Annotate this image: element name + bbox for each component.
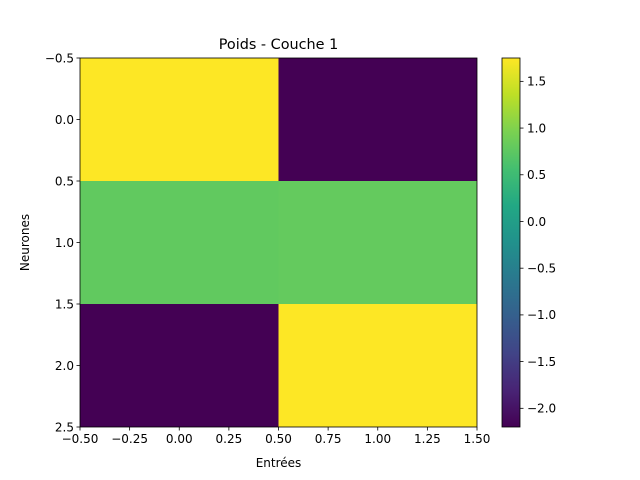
x-tick-label: 1.25	[414, 432, 441, 446]
heatmap-cell-r0-c0	[80, 58, 279, 181]
y-axis-ticks: −0.5 0.0 0.5 1.0 1.5 2.0 2.5	[45, 51, 80, 434]
heatmap-cells	[80, 58, 477, 427]
colorbar-tick-label: 1.5	[527, 75, 546, 89]
heatmap-cell-r1-c1	[278, 181, 477, 304]
x-tick-label: 0.00	[166, 432, 193, 446]
heatmap-cell-r0-c1	[278, 58, 477, 181]
y-tick-label: −0.5	[45, 51, 74, 65]
x-axis-ticks: −0.50 −0.25 0.00 0.25 0.50 0.75 1.00 1.25 1.50	[62, 427, 491, 446]
y-tick-label: 2.0	[55, 359, 74, 373]
colorbar-tick-label: −2.0	[527, 402, 556, 416]
colorbar-tick-label: 0.5	[527, 168, 546, 182]
y-tick-label: 0.5	[55, 174, 74, 188]
heatmap-cell-r1-c0	[80, 181, 279, 304]
x-tick-label: 0.25	[216, 432, 243, 446]
heatmap-cell-r2-c1	[278, 304, 477, 427]
colorbar-frame	[501, 57, 521, 428]
x-tick-label: 0.75	[315, 432, 342, 446]
y-tick-label: 2.5	[55, 420, 74, 434]
colorbar-tick-label: −1.5	[527, 355, 556, 369]
y-axis-label: Neurones	[18, 214, 32, 271]
colorbar-tick-label: 1.0	[527, 121, 546, 135]
x-tick-label: −0.25	[111, 432, 148, 446]
x-axis-label: Entrées	[256, 456, 302, 470]
x-tick-label: 1.50	[464, 432, 491, 446]
x-tick-label: −0.50	[62, 432, 99, 446]
y-tick-label: 1.5	[55, 297, 74, 311]
colorbar-tick-label: −1.0	[527, 308, 556, 322]
colorbar-ticks: −2.0 −1.5 −1.0 −0.5 0.0 0.5 1.0 1.5	[520, 75, 556, 416]
x-tick-label: 1.00	[364, 432, 391, 446]
y-tick-label: 0.0	[55, 113, 74, 127]
chart-title: Poids - Couche 1	[219, 37, 339, 53]
heatmap-cell-r2-c0	[80, 304, 279, 427]
x-tick-label: 0.50	[265, 432, 292, 446]
colorbar	[502, 58, 520, 427]
y-tick-label: 1.0	[55, 236, 74, 250]
colorbar-tick-label: −0.5	[527, 261, 556, 275]
colorbar-tick-label: 0.0	[527, 215, 546, 229]
